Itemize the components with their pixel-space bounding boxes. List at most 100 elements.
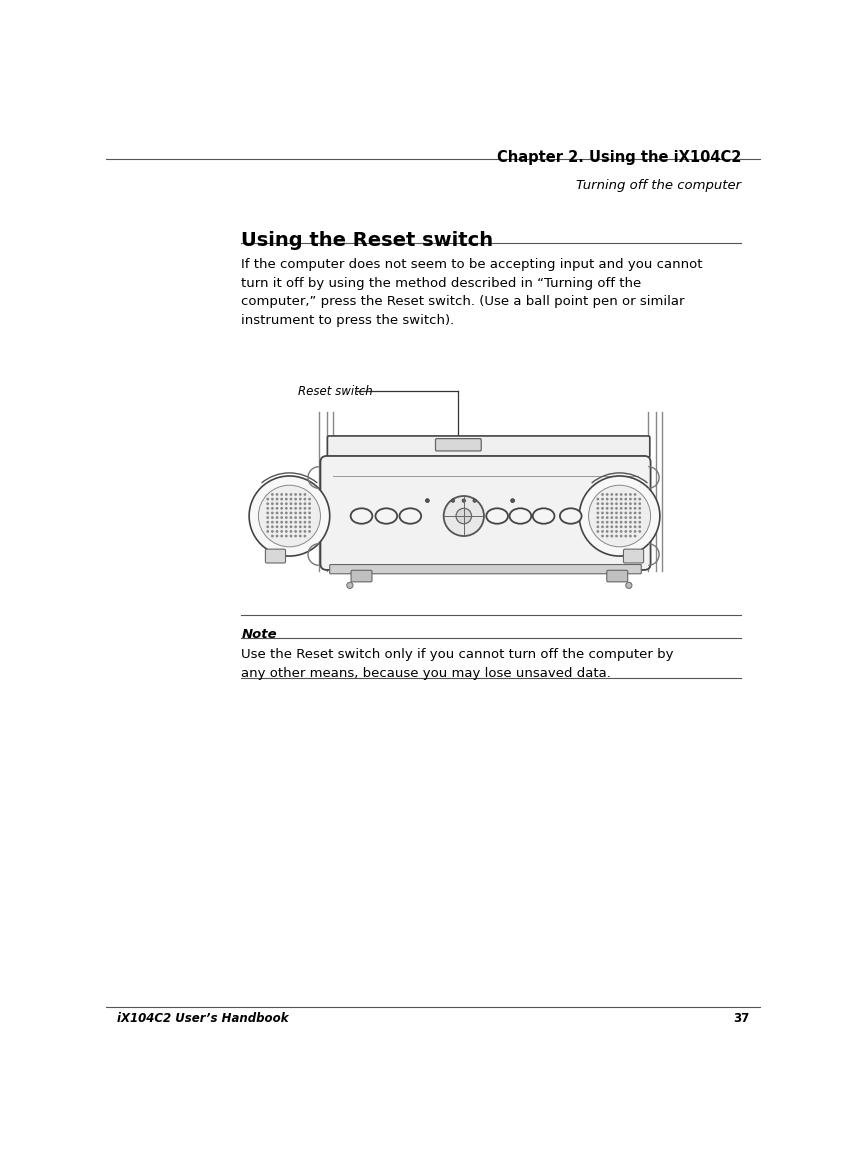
Circle shape [266, 503, 269, 505]
Circle shape [611, 517, 613, 519]
Circle shape [629, 526, 632, 528]
Circle shape [596, 531, 599, 533]
Circle shape [276, 531, 278, 533]
Circle shape [299, 531, 302, 533]
Ellipse shape [509, 509, 531, 524]
Circle shape [266, 507, 269, 510]
Circle shape [596, 507, 599, 510]
Circle shape [511, 498, 514, 503]
Circle shape [258, 486, 321, 547]
Circle shape [620, 531, 623, 533]
Circle shape [639, 521, 641, 524]
FancyBboxPatch shape [266, 549, 286, 563]
Text: Reset switch: Reset switch [298, 385, 373, 398]
Circle shape [304, 494, 306, 496]
Circle shape [611, 512, 613, 514]
Text: Note: Note [241, 628, 277, 640]
Circle shape [606, 531, 608, 533]
Circle shape [280, 498, 283, 501]
Circle shape [611, 521, 613, 524]
Circle shape [266, 517, 269, 519]
Circle shape [304, 535, 306, 538]
Circle shape [602, 517, 604, 519]
Circle shape [280, 517, 283, 519]
Circle shape [308, 507, 311, 510]
Circle shape [639, 526, 641, 528]
Circle shape [624, 517, 627, 519]
Circle shape [624, 498, 627, 501]
Circle shape [596, 498, 599, 501]
Circle shape [299, 507, 302, 510]
Circle shape [634, 521, 636, 524]
Circle shape [276, 526, 278, 528]
Circle shape [624, 526, 627, 528]
FancyBboxPatch shape [436, 438, 481, 451]
FancyBboxPatch shape [624, 549, 644, 563]
Circle shape [615, 531, 618, 533]
Circle shape [611, 498, 613, 501]
Circle shape [611, 503, 613, 505]
Circle shape [611, 531, 613, 533]
Circle shape [299, 526, 302, 528]
Ellipse shape [376, 509, 397, 524]
Circle shape [596, 517, 599, 519]
FancyBboxPatch shape [327, 436, 650, 458]
Circle shape [266, 531, 269, 533]
Circle shape [271, 521, 274, 524]
FancyBboxPatch shape [351, 570, 372, 581]
Circle shape [620, 498, 623, 501]
Circle shape [629, 494, 632, 496]
Circle shape [634, 517, 636, 519]
Circle shape [299, 494, 302, 496]
Circle shape [611, 535, 613, 538]
Circle shape [620, 517, 623, 519]
Circle shape [602, 521, 604, 524]
Circle shape [602, 535, 604, 538]
Circle shape [606, 498, 608, 501]
FancyBboxPatch shape [607, 570, 628, 581]
Circle shape [271, 503, 274, 505]
Circle shape [276, 521, 278, 524]
Circle shape [280, 507, 283, 510]
Text: If the computer does not seem to be accepting input and you cannot
turn it off b: If the computer does not seem to be acce… [241, 258, 703, 326]
Circle shape [308, 521, 311, 524]
Circle shape [299, 498, 302, 501]
Circle shape [285, 517, 288, 519]
Circle shape [285, 531, 288, 533]
Circle shape [606, 512, 608, 514]
Circle shape [615, 503, 618, 505]
FancyBboxPatch shape [330, 564, 641, 573]
Circle shape [289, 531, 293, 533]
Circle shape [289, 498, 293, 501]
Circle shape [624, 503, 627, 505]
Circle shape [611, 507, 613, 510]
Circle shape [271, 494, 274, 496]
Circle shape [271, 531, 274, 533]
Circle shape [280, 535, 283, 538]
Circle shape [611, 494, 613, 496]
Circle shape [285, 512, 288, 514]
Circle shape [626, 583, 632, 588]
Circle shape [285, 535, 288, 538]
Circle shape [596, 521, 599, 524]
Circle shape [304, 512, 306, 514]
Text: iX104C2 User’s Handbook: iX104C2 User’s Handbook [118, 1012, 289, 1024]
Circle shape [629, 535, 632, 538]
Circle shape [615, 521, 618, 524]
Circle shape [639, 531, 641, 533]
Circle shape [271, 512, 274, 514]
Text: Chapter 2. Using the iX104C2: Chapter 2. Using the iX104C2 [497, 150, 741, 165]
Circle shape [294, 526, 297, 528]
Circle shape [473, 499, 476, 503]
Circle shape [634, 498, 636, 501]
Circle shape [289, 507, 293, 510]
Circle shape [271, 535, 274, 538]
Circle shape [634, 503, 636, 505]
Circle shape [602, 498, 604, 501]
Circle shape [285, 507, 288, 510]
Circle shape [276, 507, 278, 510]
Circle shape [280, 512, 283, 514]
Circle shape [611, 526, 613, 528]
Circle shape [602, 507, 604, 510]
Circle shape [308, 526, 311, 528]
